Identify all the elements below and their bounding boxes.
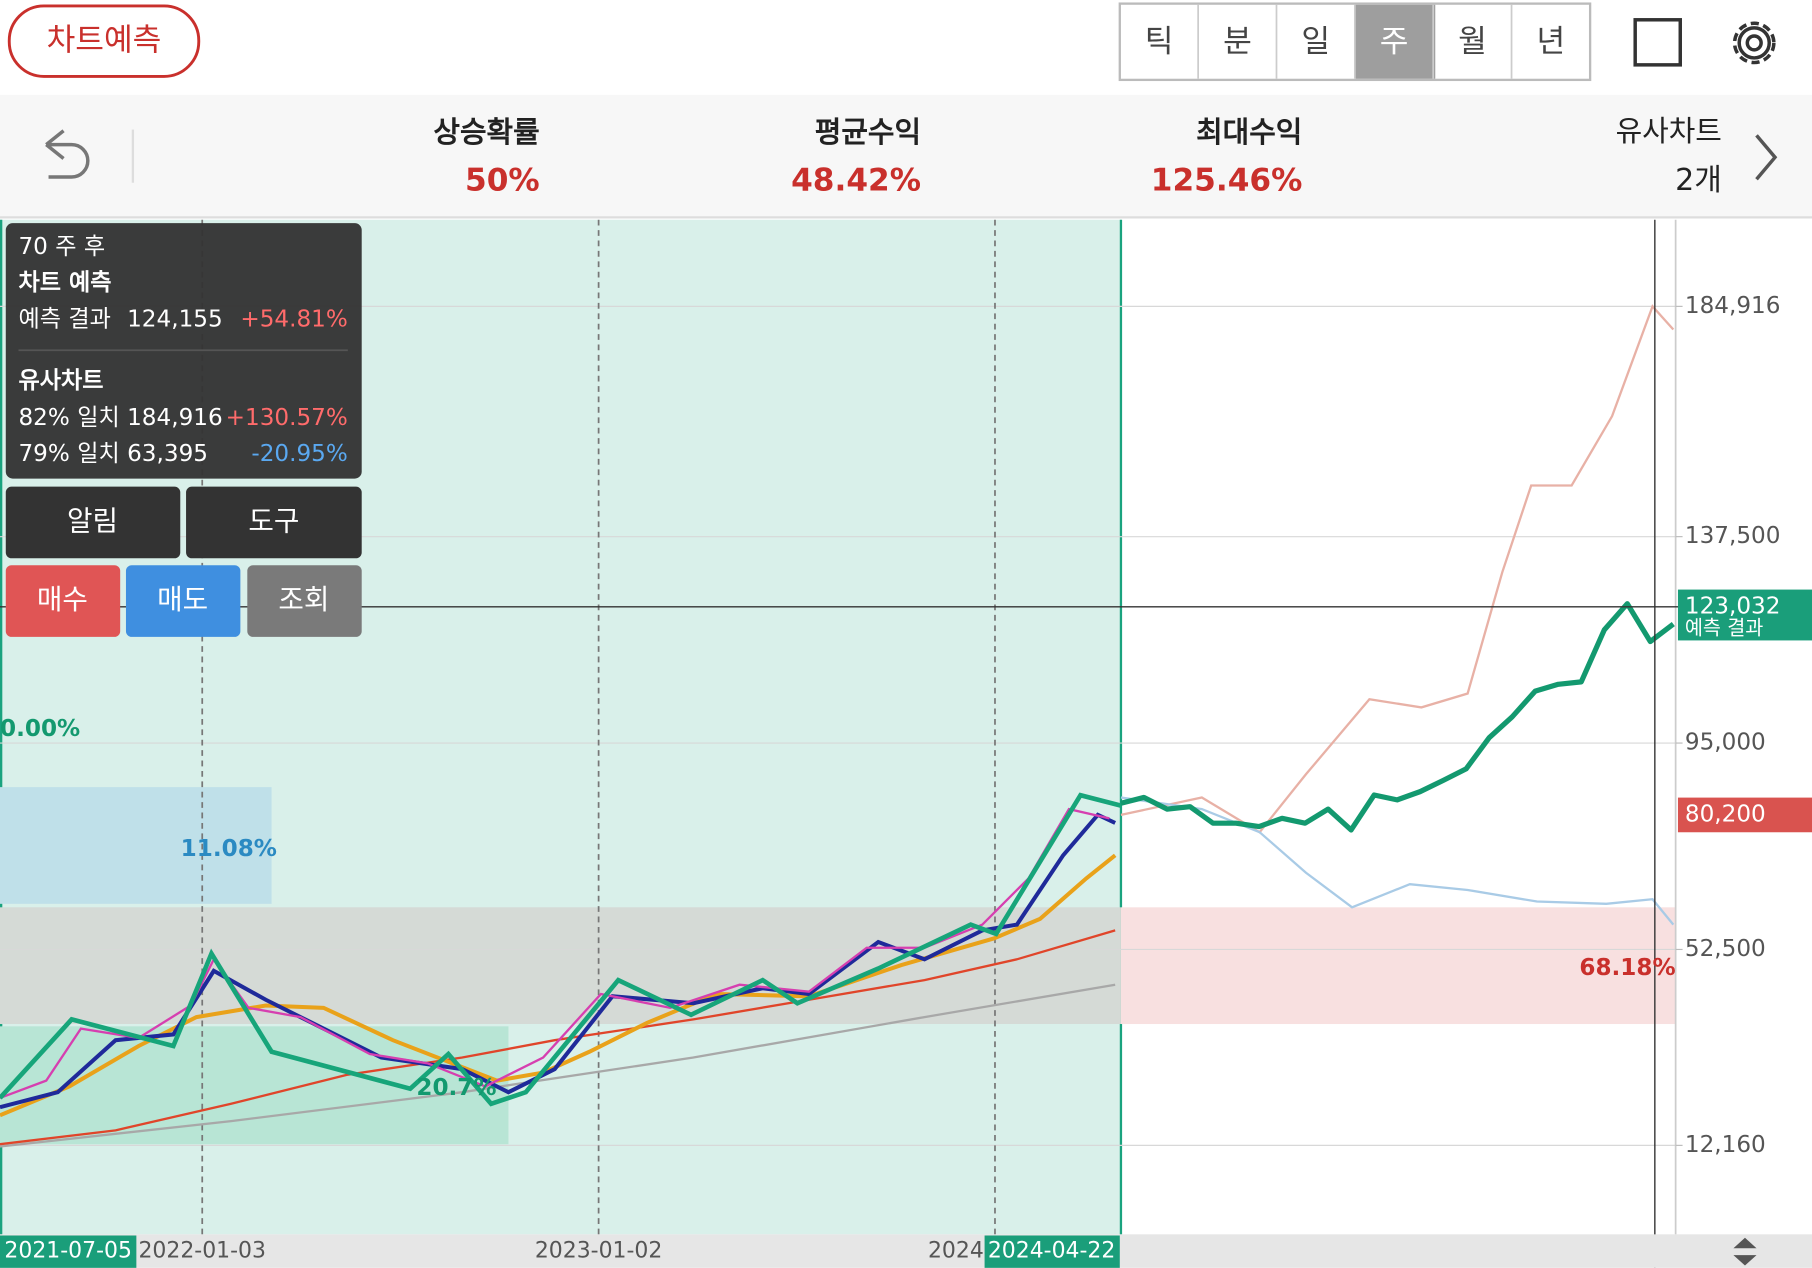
tooltip-title: 유사차트 [18, 368, 103, 394]
fullscreen-icon[interactable] [1633, 18, 1682, 67]
tab-label[interactable]: 주 [1380, 24, 1409, 60]
zone-percent: 0.00% [0, 716, 80, 742]
x-tick-label: 2022-01-03 [138, 1239, 266, 1264]
zone-percent: 11.08% [181, 836, 277, 862]
y-tick-label: 137,500 [1685, 523, 1781, 549]
x-tick-label: 2023-01-02 [535, 1239, 663, 1264]
gear-ring [1737, 26, 1771, 60]
tooltip-title: 차트 예측 [18, 270, 111, 296]
range-box-green [0, 1026, 509, 1145]
stat-value: 125.46% [1151, 163, 1303, 199]
stats-bar [0, 94, 1812, 218]
tooltip-horizon: 70 주 후 [18, 234, 105, 260]
buy-button-label[interactable]: 매수 [37, 583, 88, 616]
tools-button-label[interactable]: 도구 [248, 504, 299, 537]
alert-button-label[interactable]: 알림 [67, 504, 118, 537]
stat-label: 최대수익 [1196, 115, 1302, 149]
similar-label[interactable]: 유사차트 [1616, 114, 1722, 148]
tab-label[interactable]: 월 [1458, 24, 1487, 60]
tab-label[interactable]: 년 [1536, 24, 1565, 60]
ma-60 [0, 929, 1116, 1146]
y-tick-label: 95,000 [1685, 730, 1766, 756]
x-axis-bar [0, 1234, 1812, 1268]
tooltip-label: 79% 일치 [18, 441, 119, 467]
forecast-line [1120, 601, 1675, 833]
scroll-icon[interactable] [1733, 1237, 1757, 1266]
inquiry-button-label[interactable]: 조회 [278, 583, 329, 616]
ma-120 [0, 983, 1116, 1148]
x-tick-label: 2021-07-05 [4, 1239, 132, 1264]
stat-value: 48.42% [791, 163, 921, 199]
x-tick-label: 2024-04-22 [988, 1239, 1116, 1264]
ma-5 [0, 807, 1110, 1100]
ma-20 [0, 853, 1117, 1118]
tools-button[interactable] [186, 486, 362, 559]
zone-percent: 20.7% [416, 1075, 496, 1101]
range-band-gray [0, 907, 1121, 1025]
marker-label: 123,032 [1685, 593, 1781, 619]
stat-value: 50% [465, 163, 540, 199]
marker-bg [1677, 797, 1812, 833]
marker-bg [1677, 589, 1812, 641]
marker-label: 80,200 [1685, 801, 1766, 827]
gear-hub [1745, 34, 1763, 52]
y-tick-label: 12,160 [1685, 1132, 1766, 1158]
tooltip-price: 63,395 [127, 441, 208, 467]
tab-label[interactable]: 일 [1301, 24, 1330, 60]
y-tick-label: 52,500 [1685, 936, 1766, 962]
range-band-pink [1120, 907, 1676, 1025]
x-tick-label: 2024 [928, 1239, 984, 1264]
x-label-bg [0, 1235, 137, 1268]
stat-label: 평균수익 [815, 115, 921, 149]
tab-label[interactable]: 틱 [1145, 24, 1174, 60]
y-tick-label: 184,916 [1685, 293, 1781, 319]
predict-button[interactable] [7, 4, 201, 78]
tooltip-price: 184,916 [127, 405, 223, 431]
settings-icon[interactable] [1732, 21, 1776, 65]
range-box-blue [0, 787, 272, 904]
sell-button-label[interactable]: 매도 [157, 583, 208, 616]
tooltip-price: 124,155 [127, 307, 223, 333]
buy-button[interactable] [5, 565, 121, 637]
predict-button-label[interactable]: 차트예측 [47, 23, 162, 59]
similar-line-up [1120, 304, 1675, 834]
x-label-bg [984, 1235, 1120, 1268]
tab-selected-bg [1355, 4, 1436, 79]
tooltip-label: 예측 결과 [18, 307, 110, 333]
zone-percent: 68.18% [1579, 955, 1675, 981]
sell-button[interactable] [125, 565, 241, 637]
tooltip-label: 82% 일치 [18, 405, 119, 431]
pattern-zigzag [0, 792, 1122, 1107]
tab-label[interactable]: 분 [1223, 24, 1252, 60]
undo-icon[interactable] [45, 129, 90, 179]
stat-label: 상승확률 [433, 115, 539, 149]
tooltip-change: +130.57% [226, 405, 348, 431]
inquiry-button[interactable] [247, 565, 362, 637]
alert-button[interactable] [5, 486, 181, 559]
gear-teeth [1732, 21, 1776, 65]
similar-count[interactable]: 2개 [1675, 163, 1722, 198]
next-arrow[interactable] [1755, 134, 1778, 181]
tooltip-change: +54.81% [240, 307, 347, 333]
marker-sublabel: 예측 결과 [1685, 616, 1763, 639]
tooltip-change: -20.95% [251, 441, 347, 467]
